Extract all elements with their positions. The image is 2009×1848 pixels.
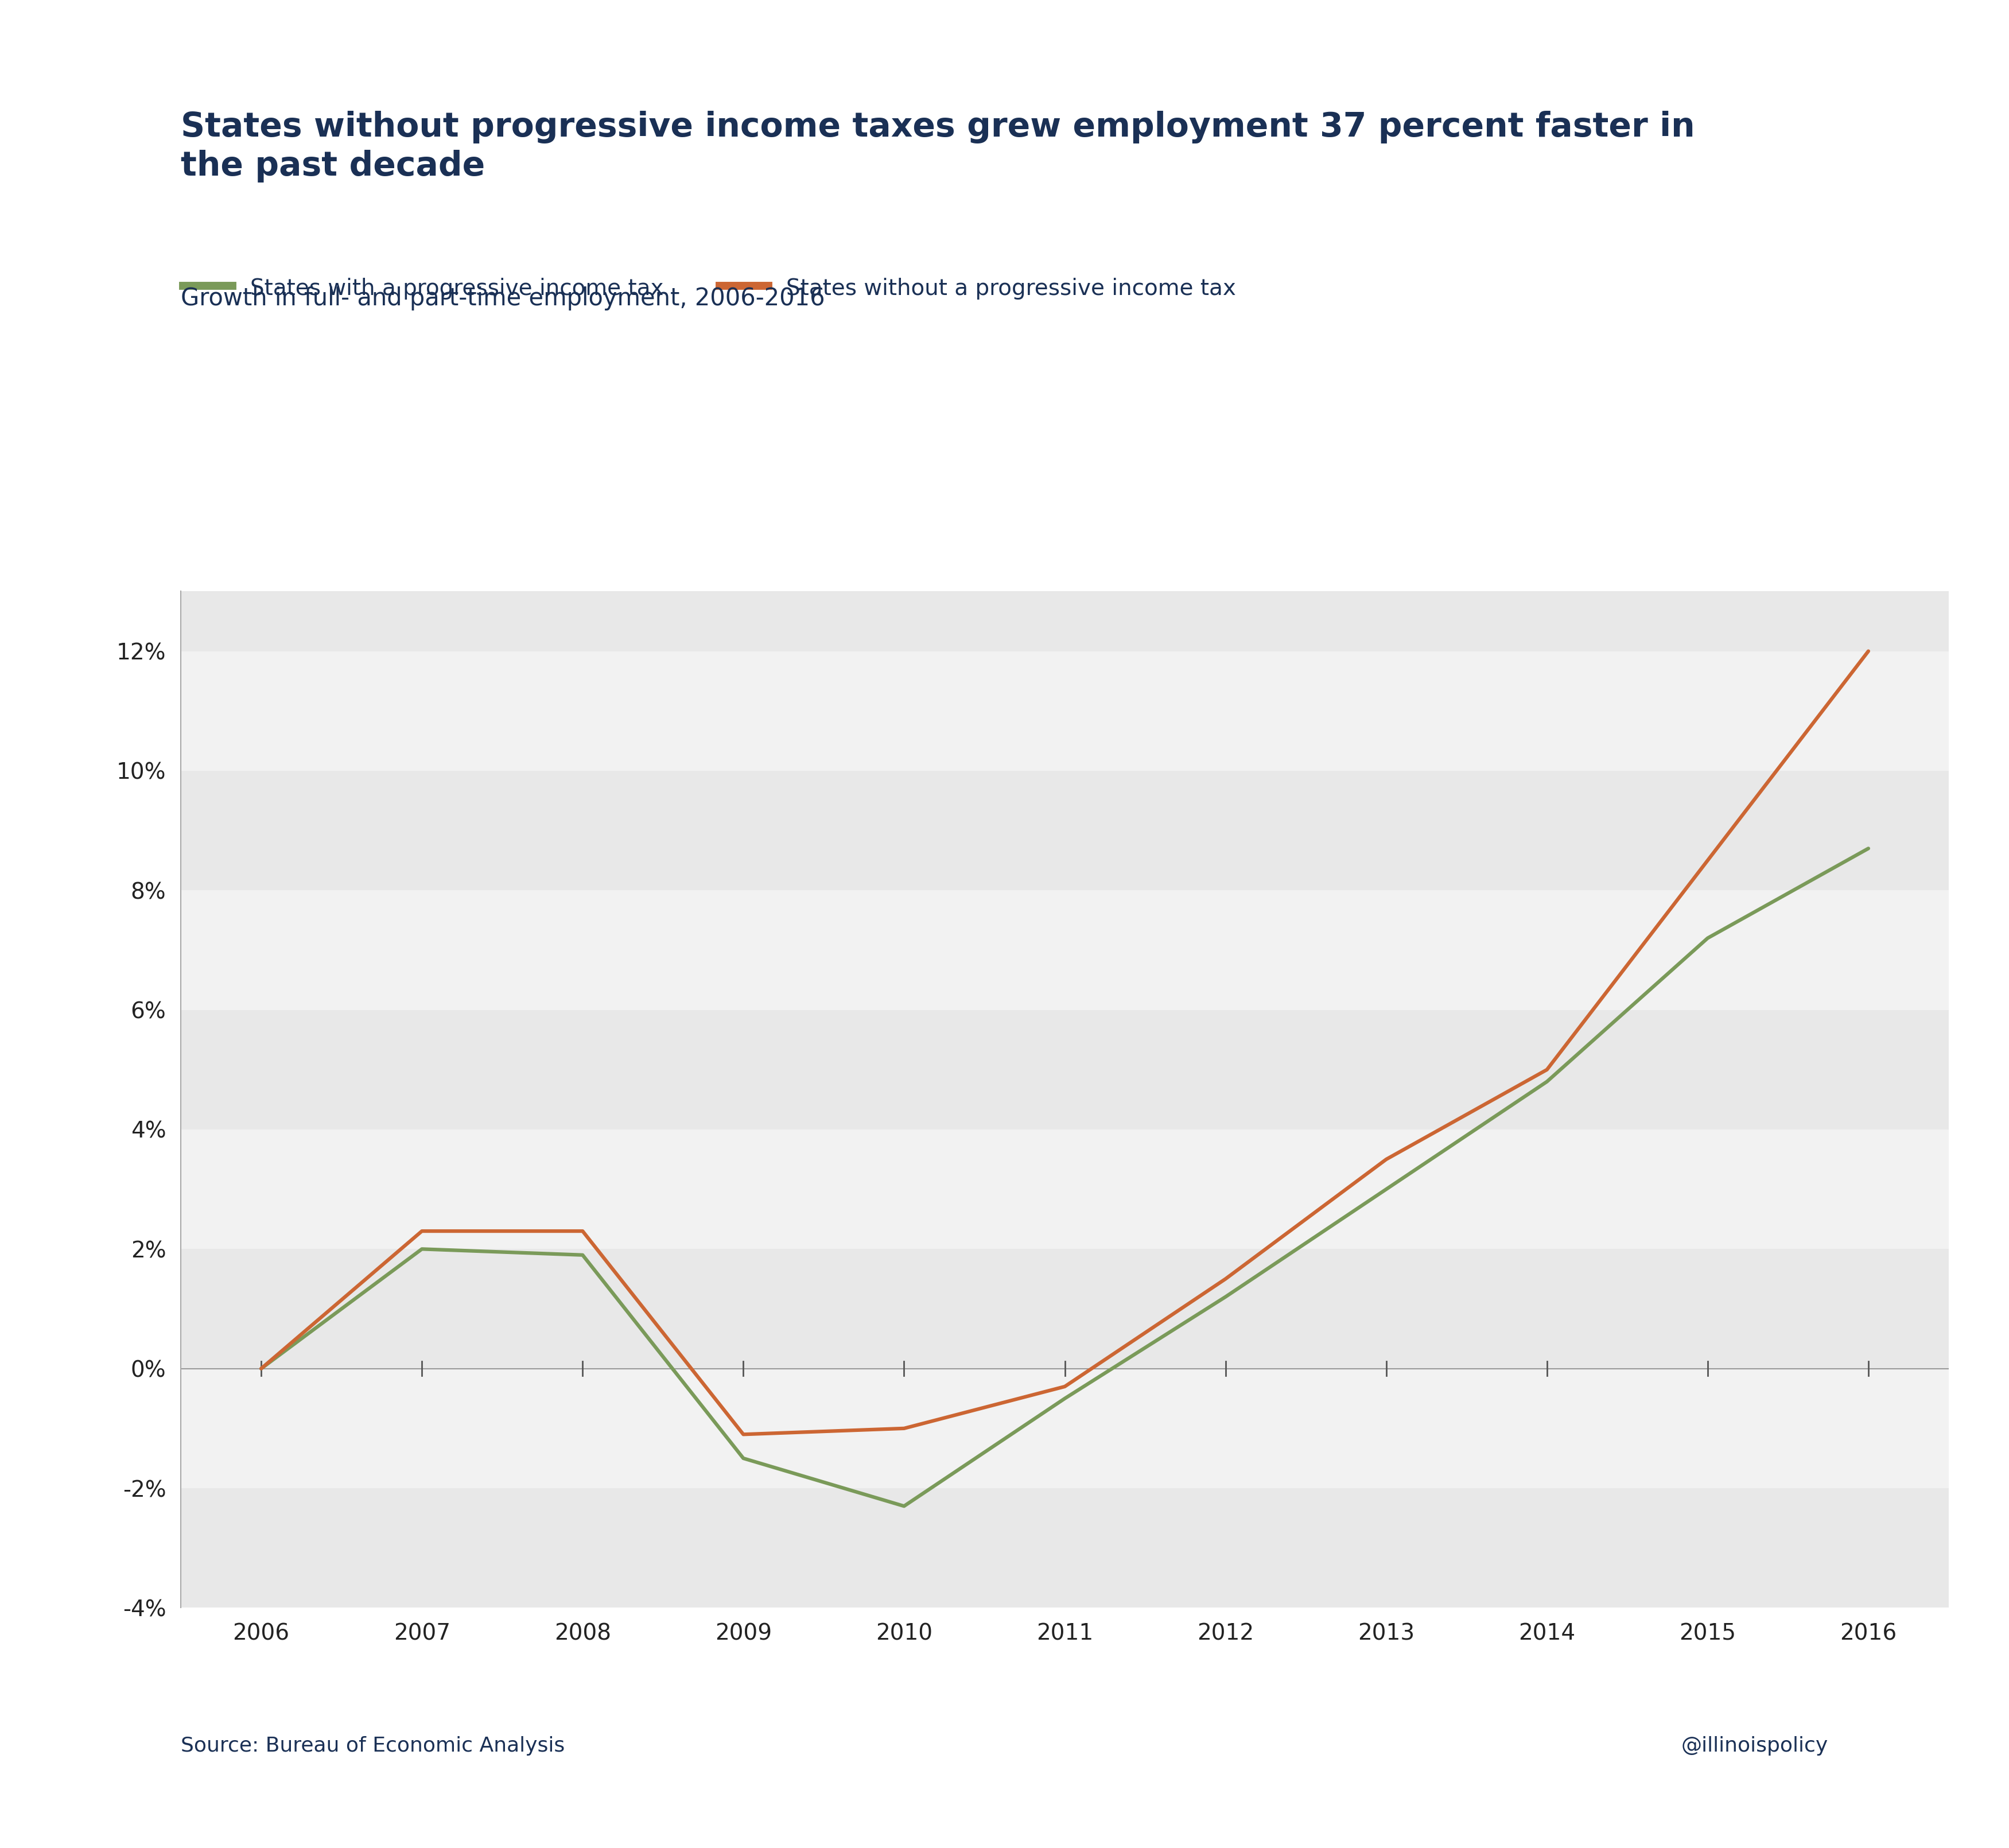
Bar <box>181 1488 1949 1608</box>
Bar <box>181 1009 1949 1129</box>
Bar <box>181 891 1949 1009</box>
Text: @illinoispolicy: @illinoispolicy <box>1682 1735 1828 1756</box>
Text: States without progressive income taxes grew employment 37 percent faster in
the: States without progressive income taxes … <box>181 111 1696 183</box>
Bar <box>181 1129 1949 1249</box>
Bar <box>181 771 1949 891</box>
Bar <box>181 1249 1949 1369</box>
Legend: States with a progressive income tax, States without a progressive income tax: States with a progressive income tax, St… <box>183 277 1236 299</box>
Bar <box>181 650 1949 771</box>
Text: Source: Bureau of Economic Analysis: Source: Bureau of Economic Analysis <box>181 1735 565 1756</box>
Text: Growth in full- and part-time employment, 2006-2016: Growth in full- and part-time employment… <box>181 286 826 310</box>
Bar <box>181 1369 1949 1488</box>
